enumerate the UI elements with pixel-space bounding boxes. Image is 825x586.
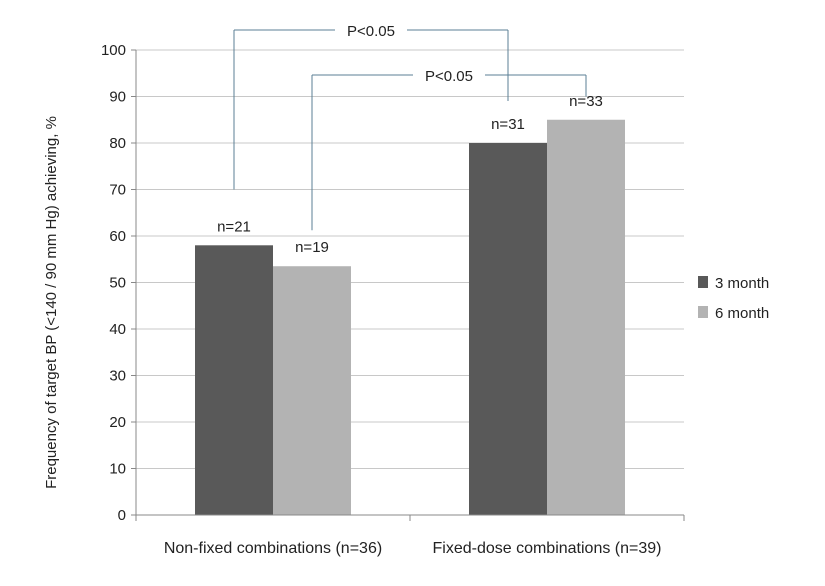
bar-6-month-0 xyxy=(273,266,351,515)
y-tick-label: 80 xyxy=(109,135,126,152)
y-tick-label: 10 xyxy=(109,461,126,478)
y-tick-label: 100 xyxy=(101,42,126,59)
y-tick-label: 0 xyxy=(118,507,126,524)
y-tick-label: 70 xyxy=(109,182,126,199)
data-label: n=31 xyxy=(491,116,525,133)
significance-label: P<0.05 xyxy=(425,68,473,85)
bar-6-month-1 xyxy=(547,119,625,515)
legend-label: 3 month xyxy=(715,275,769,292)
y-axis-title: Frequency of target BP (<140 / 90 mm Hg)… xyxy=(43,116,60,489)
y-tick-label: 90 xyxy=(109,89,126,106)
significance-brackets: P<0.05 P<0.05 xyxy=(233,23,587,231)
bar-3-month-0 xyxy=(195,245,273,516)
legend-swatch xyxy=(698,276,708,288)
bars xyxy=(195,119,625,516)
data-label: n=21 xyxy=(217,218,251,235)
y-tick-label: 50 xyxy=(109,275,126,292)
bar-3-month-1 xyxy=(469,143,547,515)
axes xyxy=(131,49,685,521)
y-tick-label: 30 xyxy=(109,368,126,385)
legend-label: 6 month xyxy=(715,305,769,322)
data-label: n=19 xyxy=(295,239,329,256)
x-category-label: Fixed-dose combinations (n=39) xyxy=(432,540,661,557)
y-tick-label: 20 xyxy=(109,414,126,431)
y-tick-label: 60 xyxy=(109,228,126,245)
y-tick-label: 40 xyxy=(109,321,126,338)
data-label: n=33 xyxy=(569,93,603,110)
labels: 0 10 20 30 40 50 60 70 80 90 100 n=21 n=19 Non-fixed … xyxy=(43,42,662,557)
x-category-label: Non-fixed combinations (n=36) xyxy=(164,540,382,557)
legend-swatch xyxy=(698,306,708,318)
legend: 3 month 6 month xyxy=(698,275,769,322)
significance-label: P<0.05 xyxy=(347,23,395,40)
